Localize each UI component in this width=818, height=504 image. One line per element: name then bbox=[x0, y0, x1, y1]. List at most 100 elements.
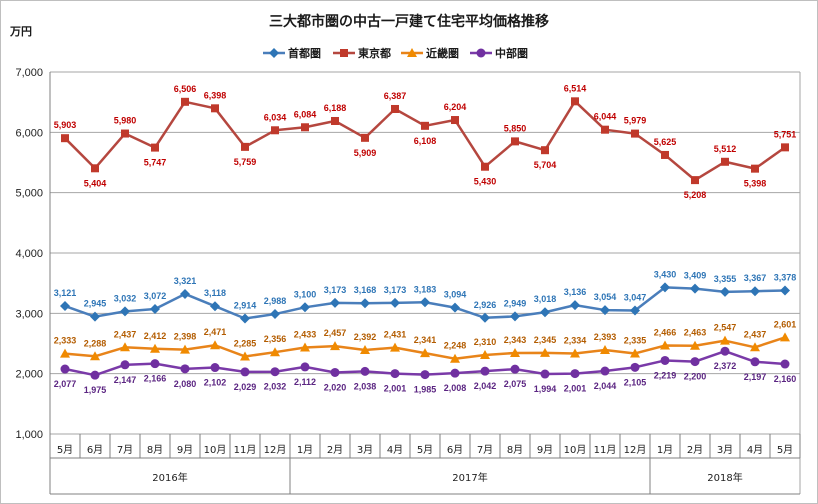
data-label: 2,200 bbox=[684, 372, 707, 382]
data-point bbox=[240, 313, 250, 324]
data-label: 3,367 bbox=[744, 273, 767, 283]
data-point bbox=[271, 126, 279, 135]
data-label: 2,001 bbox=[564, 384, 587, 394]
y-tick-label: 2,000 bbox=[15, 369, 43, 381]
series-labels-4: 2,077 1,975 2,147 2,166 2,080 2,102 2,029 2,032… bbox=[54, 361, 797, 395]
data-point bbox=[720, 346, 730, 356]
data-label: 2,343 bbox=[504, 335, 527, 345]
data-point bbox=[691, 176, 699, 185]
x-tick-label: 9月 bbox=[537, 444, 553, 456]
data-label: 6,204 bbox=[444, 102, 467, 112]
data-label: 6,044 bbox=[594, 112, 617, 122]
data-point bbox=[781, 143, 789, 152]
data-point bbox=[61, 134, 69, 143]
data-point bbox=[540, 347, 550, 357]
data-point bbox=[60, 364, 70, 374]
x-tick-label: 6月 bbox=[87, 444, 103, 456]
data-point bbox=[330, 341, 340, 351]
data-point bbox=[360, 345, 370, 355]
x-tick-label: 6月 bbox=[447, 444, 463, 456]
data-label: 2,547 bbox=[714, 323, 737, 333]
data-point bbox=[331, 116, 339, 125]
data-point bbox=[540, 307, 550, 318]
data-label: 5,979 bbox=[624, 116, 647, 126]
data-point bbox=[420, 370, 430, 380]
data-label: 5,759 bbox=[234, 157, 257, 167]
data-point bbox=[780, 332, 790, 342]
series-labels-1: 3,121 2,945 3,032 3,072 3,321 3,118 2,914 2,988… bbox=[54, 269, 797, 310]
data-label: 1,975 bbox=[84, 385, 107, 395]
series-3 bbox=[60, 332, 790, 363]
data-label: 3,118 bbox=[204, 288, 226, 298]
year-label: 2016年 bbox=[152, 471, 187, 484]
data-point bbox=[690, 283, 700, 294]
data-label: 2,601 bbox=[774, 319, 797, 329]
data-point bbox=[690, 340, 700, 350]
data-label: 2,112 bbox=[294, 377, 316, 387]
data-label: 3,032 bbox=[114, 293, 137, 303]
x-tick-label: 10月 bbox=[204, 444, 227, 456]
legend-marker bbox=[476, 48, 486, 58]
legend-marker bbox=[340, 49, 348, 57]
data-point bbox=[510, 364, 520, 374]
data-label: 2,285 bbox=[234, 338, 257, 348]
data-point bbox=[600, 366, 610, 376]
data-label: 2,437 bbox=[744, 329, 767, 339]
data-point bbox=[60, 301, 70, 312]
data-label: 6,108 bbox=[414, 136, 437, 146]
data-label: 2,160 bbox=[774, 374, 797, 384]
data-label: 3,321 bbox=[174, 276, 197, 286]
data-label: 2,926 bbox=[474, 300, 497, 310]
year-label: 2018年 bbox=[707, 471, 742, 484]
data-label: 6,506 bbox=[174, 84, 197, 94]
data-label: 5,747 bbox=[144, 158, 167, 168]
data-point bbox=[360, 366, 370, 376]
data-label: 3,121 bbox=[54, 288, 77, 298]
data-point bbox=[60, 348, 70, 358]
data-label: 3,168 bbox=[354, 285, 377, 295]
data-point bbox=[391, 104, 399, 113]
series-4 bbox=[60, 346, 790, 380]
data-point bbox=[150, 359, 160, 369]
data-point bbox=[90, 351, 100, 361]
data-point bbox=[690, 357, 700, 367]
data-label: 3,183 bbox=[414, 284, 437, 294]
data-point bbox=[361, 133, 369, 142]
legend-marker bbox=[407, 48, 417, 57]
data-label: 3,378 bbox=[774, 273, 797, 283]
data-point bbox=[121, 129, 129, 138]
data-label: 6,387 bbox=[384, 91, 407, 101]
data-point bbox=[390, 297, 400, 308]
data-label: 2,392 bbox=[354, 332, 377, 342]
x-tick-label: 1月 bbox=[297, 444, 313, 456]
legend-label: 中部圏 bbox=[495, 46, 528, 60]
data-label: 5,903 bbox=[54, 120, 77, 130]
data-point bbox=[150, 303, 160, 314]
data-point bbox=[390, 342, 400, 352]
data-label: 2,038 bbox=[354, 381, 377, 391]
data-label: 3,047 bbox=[624, 292, 647, 302]
data-point bbox=[780, 285, 790, 296]
data-point bbox=[661, 150, 669, 159]
x-tick-label: 5月 bbox=[57, 444, 73, 456]
data-point bbox=[211, 104, 219, 113]
data-label: 2,310 bbox=[474, 337, 497, 347]
x-tick-label: 1月 bbox=[657, 444, 673, 456]
data-label: 3,173 bbox=[324, 285, 347, 295]
data-label: 5,909 bbox=[354, 148, 377, 158]
data-point bbox=[300, 302, 310, 313]
x-tick-label: 4月 bbox=[387, 444, 403, 456]
data-label: 5,208 bbox=[684, 190, 707, 200]
data-point bbox=[210, 363, 220, 373]
data-label: 5,404 bbox=[84, 178, 107, 188]
x-tick-label: 3月 bbox=[357, 444, 373, 456]
data-point bbox=[421, 121, 429, 130]
data-point bbox=[720, 335, 730, 345]
axes: 1,000 2,000 3,000 4,000 5,000 6,000 7,000 5月 6月 7… bbox=[15, 67, 801, 495]
data-point bbox=[570, 348, 580, 358]
data-point bbox=[630, 362, 640, 372]
data-point bbox=[300, 342, 310, 352]
gridlines bbox=[50, 71, 800, 435]
data-label: 5,850 bbox=[504, 123, 527, 133]
legend: 首都圏 東京都 近畿圏 中部圏 bbox=[263, 46, 528, 60]
